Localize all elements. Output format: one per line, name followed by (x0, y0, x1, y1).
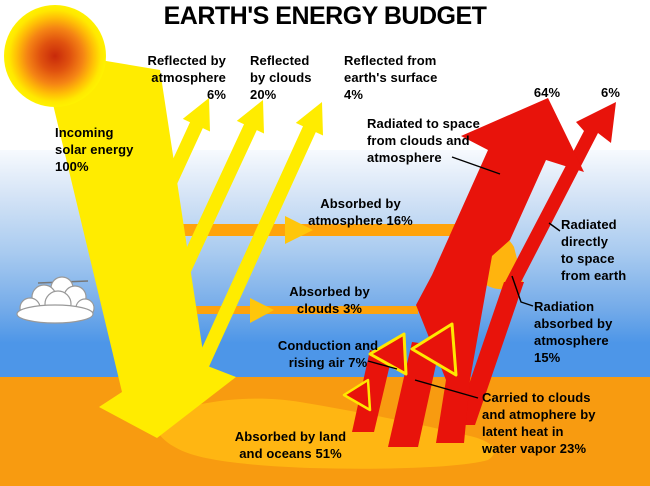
label-radiated-direct-pct: 6% (601, 85, 620, 100)
radiated-space-arrow-root (436, 380, 470, 443)
absorbed-clouds-band (170, 306, 418, 314)
absorbed-atmosphere-arrowhead (285, 216, 313, 244)
reflected-surface-arrow (185, 102, 323, 390)
label-reflected-clouds: Reflected by clouds 20% (250, 53, 312, 102)
label-radiated-directly: Radiated directly to space from earth (561, 217, 627, 283)
diagram-title: EARTH'S ENERGY BUDGET (163, 2, 487, 30)
label-incoming-solar: Incoming solar energy 100% (55, 125, 134, 174)
pointer-latent-heat (414, 379, 479, 399)
label-absorbed-clouds: Absorbed by clouds 3% (289, 284, 370, 316)
pointer-conduction (367, 360, 398, 370)
pointer-radiated-space (451, 156, 501, 175)
label-absorbed-land: Absorbed by land and oceans 51% (234, 429, 347, 461)
label-radiated-space-pct: 64% (533, 85, 561, 100)
incoming-solar-arrow (40, 50, 236, 438)
label-latent-heat: Carried to clouds and atmophere by laten… (482, 390, 596, 456)
pointer-radiated-directly (548, 222, 561, 232)
latent-heat-arrowhead (410, 322, 458, 377)
radiated-space-arrow (416, 98, 584, 380)
label-absorbed-atmosphere: Absorbed by atmosphere 16% (308, 196, 413, 228)
pointer-lines (367, 156, 561, 399)
pointer-radiation-absorbed (511, 275, 534, 307)
label-reflected-atmosphere: Reflected by atmosphere 6% (147, 53, 226, 102)
label-radiation-absorbed: Radiation absorbed by atmosphere 15% (534, 299, 613, 365)
cloud (16, 276, 95, 324)
conduction-arrowhead (368, 332, 408, 376)
absorbed-clouds-arrowhead (250, 298, 274, 323)
sun (4, 5, 106, 107)
label-reflected-surface: Reflected from earth's surface 4% (344, 53, 438, 102)
earth-radiation-stream (455, 282, 524, 425)
radiated-directly-arrow (504, 102, 616, 284)
label-conduction: Conduction and rising air 7% (277, 338, 379, 370)
absorbed-land-swoosh (155, 398, 495, 469)
label-radiated-space: Radiated to space from clouds and atmosp… (367, 116, 480, 165)
conduction-arrow-shaft (352, 350, 392, 432)
latent-heat-arrow-shaft (388, 342, 440, 447)
conduction-ground-arrowhead (342, 378, 372, 412)
